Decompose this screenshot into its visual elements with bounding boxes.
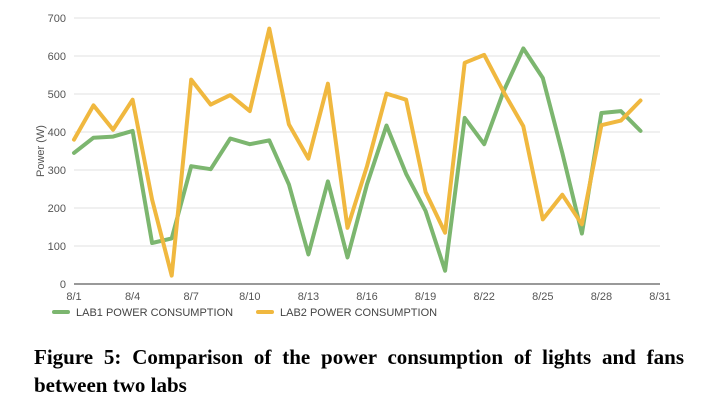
y-tick-label: 400 — [48, 127, 66, 139]
axes: 0 100 200 300 400 500 600 700 8/1 8/4 8/7 8/10 8/13 8… — [35, 13, 671, 303]
x-tick-label: 8/19 — [415, 291, 436, 303]
x-tick-label: 8/31 — [649, 291, 670, 303]
line-chart: 0 100 200 300 400 500 600 700 8/1 8/4 8/7 8/10 8/13 8… — [35, 13, 671, 319]
y-tick-label: 200 — [48, 203, 66, 215]
y-tick-label: 600 — [48, 51, 66, 63]
x-tick-label: 8/16 — [356, 291, 377, 303]
x-tick-label: 8/28 — [591, 291, 612, 303]
x-tick-label: 8/25 — [532, 291, 553, 303]
chart-svg: 0 100 200 300 400 500 600 700 8/1 8/4 8/7 8/10 8/13 8… — [35, 13, 671, 319]
figure-caption: Figure 5: Comparison of the power consum… — [34, 345, 684, 397]
y-axis-title: Power (W) — [35, 125, 47, 177]
series-lines — [72, 26, 643, 278]
x-tick-label: 8/10 — [239, 291, 260, 303]
y-tick-label: 300 — [48, 165, 66, 177]
x-tick-label: 8/22 — [473, 291, 494, 303]
y-tick-label: 500 — [48, 89, 66, 101]
legend: LAB1 POWER CONSUMPTION LAB2 POWER CONSUMP… — [52, 307, 437, 319]
y-tick-label: 100 — [48, 241, 66, 253]
y-tick-label: 0 — [60, 279, 66, 291]
series-line-1 — [72, 46, 643, 273]
gridlines — [74, 17, 660, 285]
x-tick-label: 8/4 — [125, 291, 140, 303]
x-tick-label: 8/7 — [184, 291, 199, 303]
legend-label-1: LAB1 POWER CONSUMPTION — [76, 307, 233, 319]
y-tick-label: 700 — [48, 13, 66, 25]
series-line-2 — [72, 26, 643, 278]
x-tick-label: 8/13 — [298, 291, 319, 303]
legend-label-2: LAB2 POWER CONSUMPTION — [280, 307, 437, 319]
x-tick-label: 8/1 — [66, 291, 81, 303]
